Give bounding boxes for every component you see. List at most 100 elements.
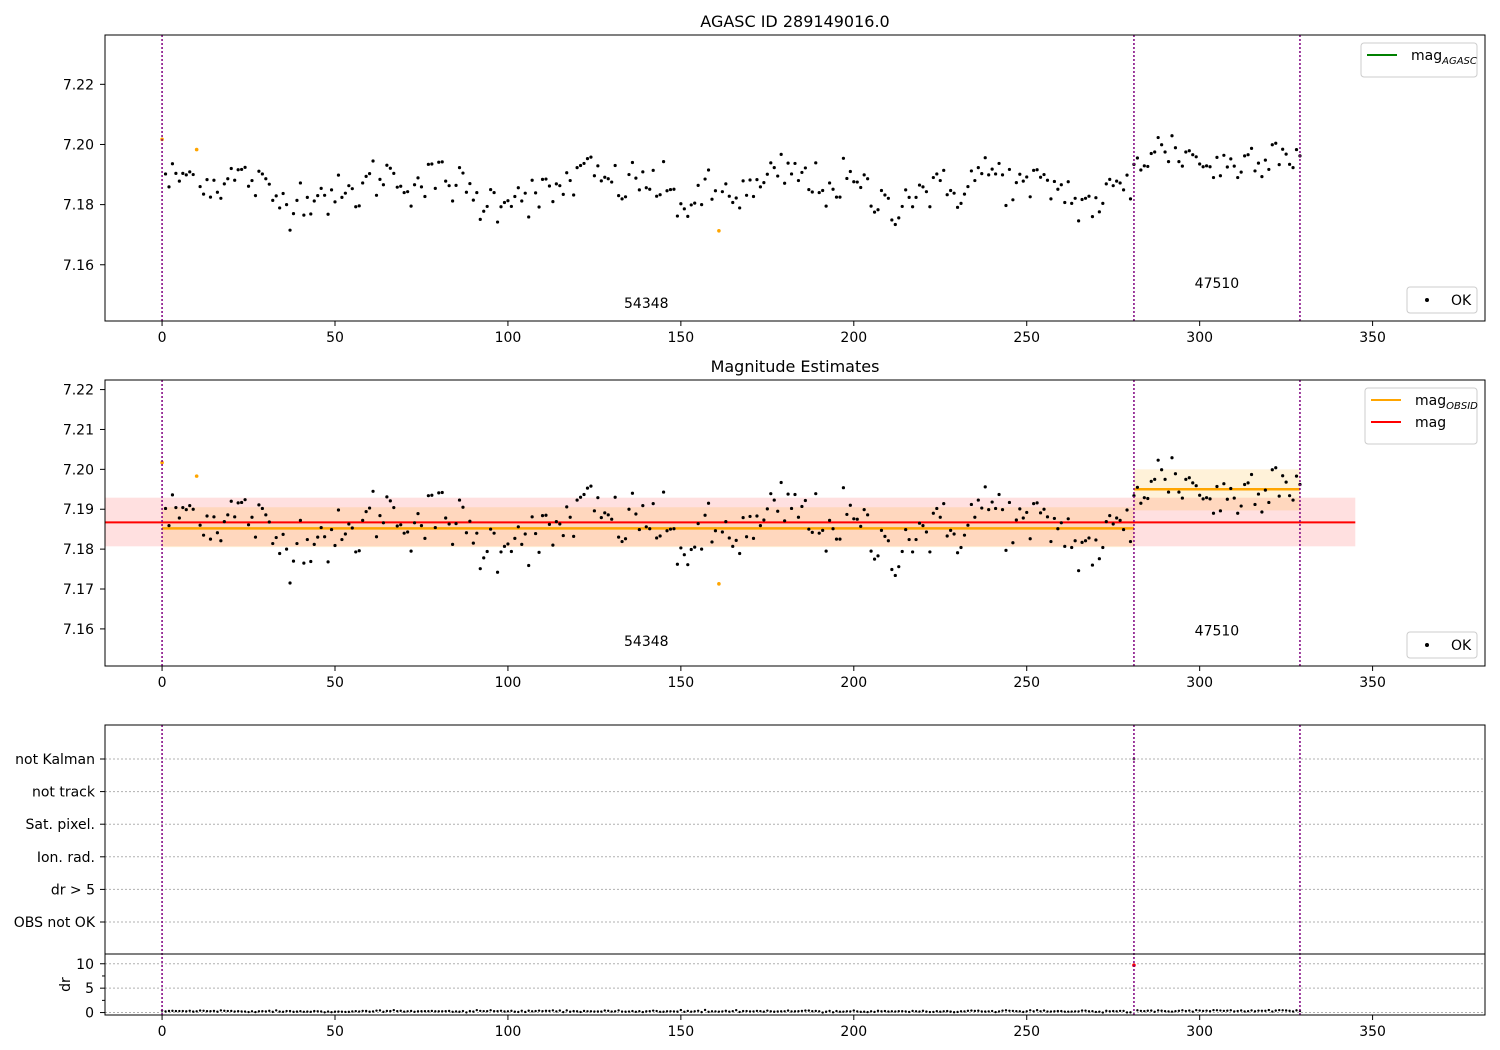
data-point-ok [693, 545, 697, 549]
data-point-ok [869, 204, 873, 208]
data-point-ok [610, 517, 614, 521]
dr-point [330, 1010, 333, 1014]
data-point-ok [1184, 477, 1188, 481]
y-tick-label: 7.16 [63, 622, 94, 638]
data-point-ok [430, 493, 434, 497]
data-point-ok [523, 191, 527, 195]
observation-id-label: 54348 [624, 634, 669, 650]
data-point-ok [1253, 502, 1257, 507]
data-point-ok [1049, 539, 1053, 544]
data-point-ok [1063, 200, 1067, 205]
data-point-ok [976, 166, 980, 170]
data-point-ok [758, 185, 763, 189]
data-point-ok [758, 523, 763, 528]
data-point-ok [367, 172, 372, 176]
dr-point [1229, 1009, 1232, 1012]
data-point-ok [1173, 472, 1178, 476]
dr-point [364, 1009, 368, 1013]
data-point-ok [997, 492, 1001, 497]
data-point-ok [1083, 196, 1088, 200]
data-point-ok [361, 518, 365, 523]
data-point-ok [1052, 516, 1056, 521]
dr-point [1233, 1010, 1236, 1013]
data-point-ok [509, 204, 513, 209]
data-point-ok [983, 485, 987, 489]
data-point-ok [274, 535, 278, 540]
data-point-ok [426, 494, 430, 498]
data-point-ok [329, 188, 334, 192]
dr-point [579, 1010, 582, 1014]
data-point-ok [1011, 541, 1015, 545]
data-point-ok [962, 533, 967, 537]
dr-point [427, 1010, 430, 1013]
data-point-ok [336, 173, 341, 177]
y-tick-label: 7.20 [63, 137, 94, 153]
dr-point [721, 1010, 724, 1013]
dr-point [818, 1010, 821, 1013]
dr-point [544, 1009, 548, 1013]
data-point-ok [866, 513, 870, 517]
x-tick-label: 50 [326, 675, 344, 691]
data-point-ok [419, 185, 424, 189]
data-point-ok [1000, 508, 1005, 512]
data-point-ok [492, 190, 496, 195]
data-point-ok [955, 551, 960, 555]
dr-point [648, 1009, 651, 1013]
data-point-ok [1198, 162, 1202, 166]
dr-point [351, 1010, 354, 1013]
data-point-ok [170, 162, 175, 166]
data-point-ok [1025, 510, 1029, 515]
data-point-ok [371, 159, 375, 163]
data-point-ok [1149, 479, 1153, 483]
dr-point [1108, 1010, 1111, 1013]
dr-point [223, 1009, 226, 1013]
data-point-ok [1180, 164, 1184, 168]
data-point-ok [568, 178, 572, 183]
data-point-ok [596, 164, 600, 168]
data-point-ok [1014, 518, 1018, 522]
data-point-ok [973, 515, 977, 519]
data-point-ok [1232, 496, 1236, 500]
data-point-ok [1170, 134, 1174, 138]
dr-point [323, 1011, 326, 1014]
dr-point [575, 1010, 579, 1013]
data-point-ok [765, 172, 769, 176]
data-point-ok [167, 523, 171, 528]
data-point-ok [1270, 143, 1274, 147]
dr-point [842, 1010, 845, 1013]
data-point-ok [440, 160, 444, 164]
dr-point [1257, 1009, 1260, 1012]
dr-point [735, 1009, 738, 1012]
dr-point [593, 1010, 596, 1013]
dr-point [205, 1009, 209, 1013]
data-point-ok [1187, 149, 1191, 153]
x-tick-label: 250 [1013, 1024, 1040, 1040]
dr-point [1253, 1010, 1257, 1013]
dr-point [939, 1010, 942, 1013]
data-point-ok [1284, 152, 1288, 156]
y-tick-label: 7.22 [63, 383, 94, 399]
data-point-ok [374, 535, 379, 539]
dr-point [1260, 1009, 1264, 1012]
data-point-ok [755, 178, 759, 182]
dr-point [371, 1010, 375, 1013]
data-point-ok [240, 167, 244, 172]
data-point-ok [578, 163, 583, 168]
dr-point [907, 1010, 911, 1014]
data-point-ok [506, 199, 510, 203]
dr-point [811, 1010, 814, 1013]
legend-box [1406, 631, 1478, 659]
data-point-ok [554, 182, 558, 186]
y-tick-label: 7.22 [63, 77, 94, 93]
dr-point [800, 1009, 804, 1013]
data-point-ok [648, 187, 652, 191]
data-point-ok [298, 518, 303, 523]
dr-point [164, 1010, 167, 1013]
data-point-ok [295, 541, 299, 546]
data-point-ok [433, 186, 437, 190]
data-point-ok [208, 537, 213, 541]
data-point-ok [506, 542, 510, 546]
data-point-ok [700, 203, 704, 207]
data-point-ok [592, 174, 596, 178]
data-point-ok [1201, 165, 1205, 169]
